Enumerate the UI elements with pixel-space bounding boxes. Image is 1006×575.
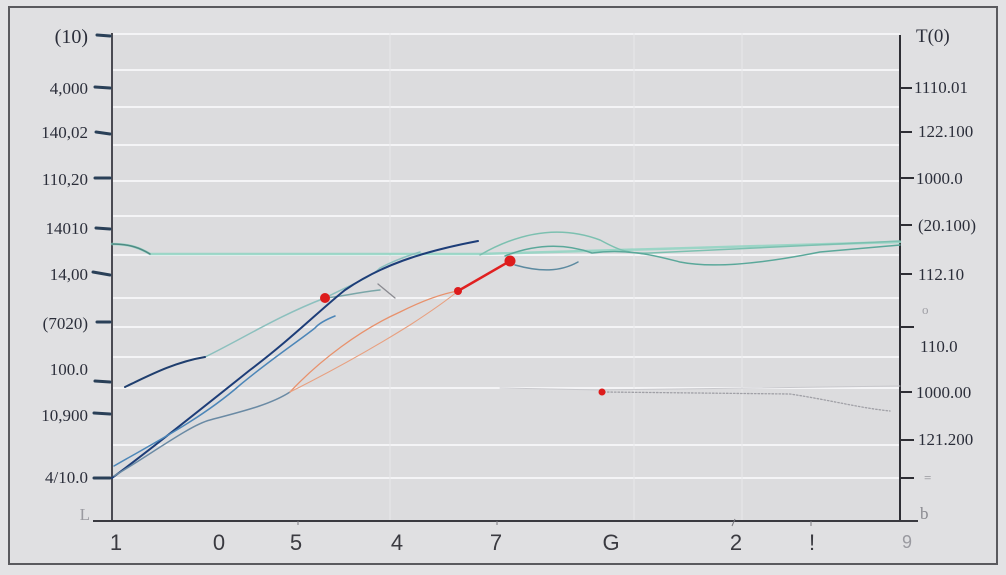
y-right-label-3: 1000.0 <box>916 169 963 188</box>
x-label-6: 2 <box>729 530 743 555</box>
series-teal-wave-2 <box>504 244 901 266</box>
y-right-label-6: o <box>922 302 929 317</box>
y-left-label-1: 4,000 <box>49 79 88 98</box>
markers <box>320 255 606 396</box>
y-right-label-2: 122.100 <box>918 122 974 141</box>
y-right-label-9: 121.200 <box>918 430 974 449</box>
y-left-label-2: 140,02 <box>41 123 88 142</box>
y-right-label-11: b <box>920 504 929 523</box>
series-orange-1 <box>289 290 459 393</box>
right-ticks <box>900 87 914 479</box>
series-orange-2 <box>289 290 459 393</box>
left-ticks <box>91 33 112 480</box>
y-left-label-5: 14,00 <box>49 265 88 284</box>
y-right-label-5: 112.10 <box>918 265 965 284</box>
y-right-label-10: = <box>924 470 932 485</box>
y-right-label-4: (20.100) <box>918 216 977 235</box>
series-gray-dotted <box>603 391 891 412</box>
y-left-label-3: 110,20 <box>41 170 88 189</box>
y-left-label-10: L <box>79 505 90 524</box>
series-slate <box>113 391 291 477</box>
y-left-label-7: 100.0 <box>49 360 88 379</box>
y-left-label-0: (10) <box>54 26 88 48</box>
y-right-label-1: 1110.01 <box>914 78 968 97</box>
x-label-2: 5 <box>289 530 303 555</box>
x-label-4: 7 <box>489 530 503 555</box>
x-label-3: 4 <box>390 530 404 555</box>
series-red <box>456 259 512 293</box>
y-right-label-0: T(0) <box>916 26 950 47</box>
y-left-label-6: (7020) <box>42 314 88 333</box>
series-steel-blue <box>113 315 336 467</box>
y-left-label-9: 4/10.0 <box>45 468 88 487</box>
x-label-1: 0 <box>212 530 226 555</box>
x-label-5: G <box>602 530 620 555</box>
y-right-label-7: 110.0 <box>920 337 958 356</box>
x-label-0: 1 <box>109 530 123 555</box>
y-left-label-8: 10,900 <box>41 406 88 425</box>
x-label-7: ! <box>808 530 816 555</box>
x-label-8: 9 <box>901 532 912 552</box>
y-right-label-8: 1000.00 <box>916 383 972 402</box>
y-left-label-4: 14010 <box>45 219 89 238</box>
